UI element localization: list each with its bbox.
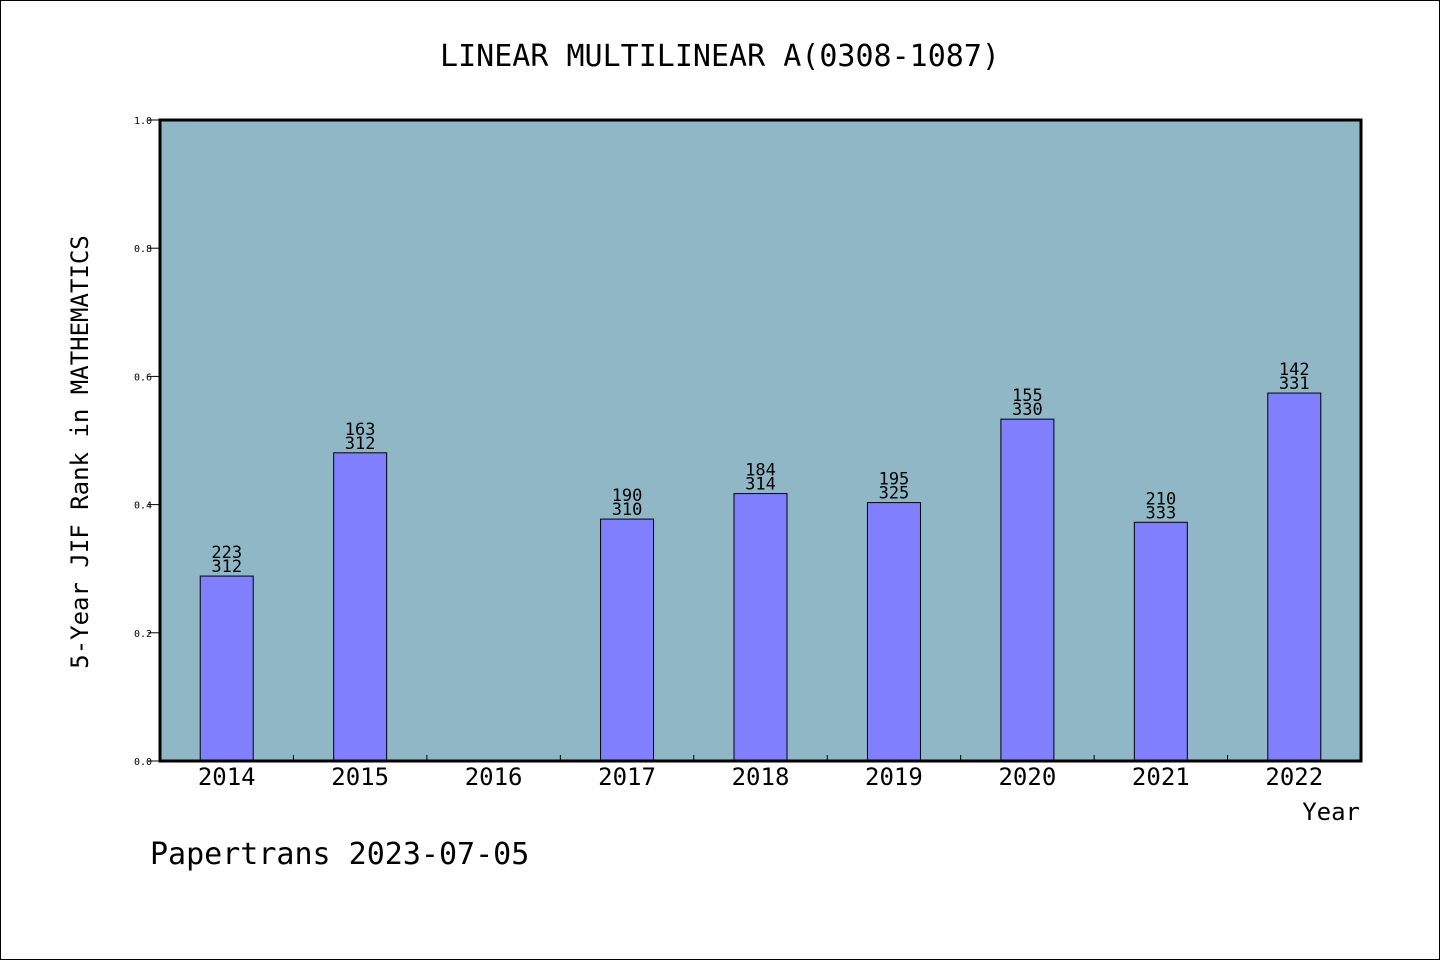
y-tick-label: 0.2 bbox=[134, 629, 152, 640]
x-axis-label: Year bbox=[1302, 798, 1360, 826]
chart-title: LINEAR MULTILINEAR A(0308-1087) bbox=[440, 39, 1000, 74]
bar-2014 bbox=[199, 575, 254, 762]
bar-2015 bbox=[333, 452, 388, 762]
y-axis-label: 5-Year JIF Rank in MATHEMATICS bbox=[66, 235, 94, 668]
bar-rank-label: 190 bbox=[612, 486, 643, 506]
bar-2020 bbox=[1000, 418, 1055, 762]
bar-rank-label: 195 bbox=[879, 470, 910, 490]
bars-group bbox=[199, 392, 1322, 762]
plot-border bbox=[158, 118, 1363, 763]
bar-rank-label: 163 bbox=[345, 420, 376, 440]
y-tick-label: 0.0 bbox=[134, 757, 152, 768]
x-tick-label: 2015 bbox=[331, 763, 389, 791]
bar-rank-label: 184 bbox=[745, 461, 776, 481]
x-tick-label: 2022 bbox=[1265, 763, 1323, 791]
bar-2021 bbox=[1133, 521, 1188, 762]
bar-2018 bbox=[733, 493, 788, 762]
bar-total-label: 325 bbox=[879, 484, 910, 504]
bar-total-label: 310 bbox=[612, 500, 643, 520]
x-tick-label: 2020 bbox=[998, 763, 1056, 791]
bar-rank-label: 142 bbox=[1279, 360, 1310, 380]
y-tick-label: 0.4 bbox=[134, 501, 152, 512]
watermark-text: Papertrans 2023-07-05 bbox=[150, 837, 529, 872]
x-tick-label: 2014 bbox=[198, 763, 256, 791]
bar-rank-label: 155 bbox=[1012, 386, 1043, 406]
x-tick-label: 2018 bbox=[732, 763, 790, 791]
y-tick-label: 1.0 bbox=[134, 116, 152, 127]
bar-rank-label: 210 bbox=[1145, 489, 1176, 509]
bar-2019 bbox=[866, 502, 921, 762]
bar-2022 bbox=[1267, 392, 1322, 762]
bar-total-label: 333 bbox=[1145, 503, 1176, 523]
bar-total-label: 331 bbox=[1279, 374, 1310, 394]
x-axis: 2014 2015 2016 2017 2018 2019 2020 2021 2022 bbox=[198, 755, 1323, 791]
x-tick-label: 2017 bbox=[598, 763, 656, 791]
x-tick-label: 2016 bbox=[465, 763, 523, 791]
bar-total-label: 312 bbox=[211, 557, 242, 577]
y-tick-label: 0.8 bbox=[134, 244, 152, 255]
y-axis: 0.0 0.2 0.4 0.6 0.8 1.0 bbox=[134, 116, 160, 768]
x-tick-label: 2019 bbox=[865, 763, 923, 791]
bar-total-label: 314 bbox=[745, 475, 776, 495]
bar-rank-label: 223 bbox=[211, 543, 242, 563]
y-tick-label: 0.6 bbox=[134, 372, 152, 383]
x-tick-label: 2021 bbox=[1132, 763, 1190, 791]
bar-2017 bbox=[600, 518, 655, 762]
bar-total-label: 312 bbox=[345, 434, 376, 454]
bar-total-label: 330 bbox=[1012, 400, 1043, 420]
